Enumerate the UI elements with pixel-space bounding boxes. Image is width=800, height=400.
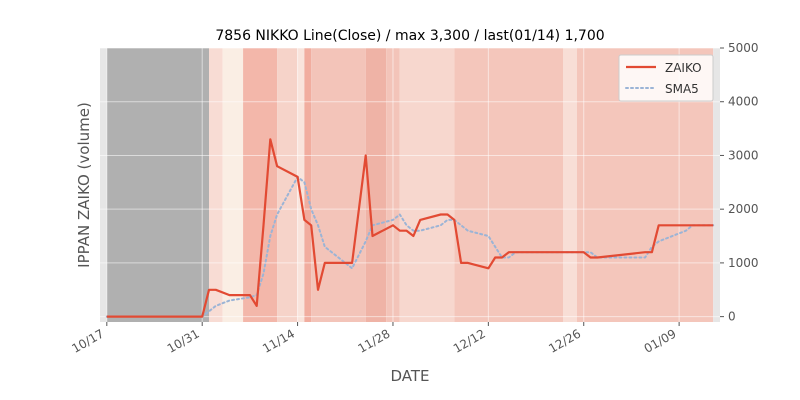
band-2 [209,48,223,322]
x-axis-ticks: 10/17 10/31 11/14 11/28 12/12 12/26 01/09 [69,322,680,356]
band-0 [100,48,107,322]
x-tick-label-6: 01/09 [642,326,679,355]
y-axis-ticks: 0 1000 2000 3000 4000 5000 [720,41,759,324]
band-4 [243,48,278,322]
series-line-sma5 [105,175,715,318]
x-tick-label-0: 10/17 [69,326,106,355]
band-6 [297,48,305,322]
band-5 [277,48,298,322]
band-12 [454,48,564,322]
x-tick-label-4: 12/12 [451,326,488,355]
x-tick-label-2: 11/14 [260,326,297,355]
x-axis-label: DATE [390,367,429,385]
series-lines [105,138,715,318]
band-13 [563,48,577,322]
x-tick-label-1: 10/31 [165,326,202,355]
x-tick-label-3: 11/28 [356,326,393,355]
band-1 [106,48,210,322]
y-tick-label-1: 1000 [728,256,759,270]
band-11 [399,48,455,322]
y-axis-label: IPPAN ZAIKO (volume) [75,102,93,268]
x-tick-label-5: 12/26 [546,326,583,355]
legend-label-zaiko: ZAIKO [665,61,702,75]
legend-label-sma5: SMA5 [665,82,699,96]
band-7 [304,48,312,322]
y-tick-label-4: 4000 [728,95,759,109]
legend: ZAIKO SMA5 [618,54,714,102]
band-9 [365,48,387,322]
y-tick-label-3: 3000 [728,148,759,162]
y-tick-label-2: 2000 [728,202,759,216]
band-3 [222,48,244,322]
band-15 [713,48,720,322]
y-tick-label-0: 0 [728,310,736,324]
series-line-zaiko [106,138,714,318]
background-bands [100,48,720,322]
chart-title: 7856 NIKKO Line(Close) / max 3,300 / las… [215,28,604,44]
y-tick-label-5: 5000 [728,41,759,55]
